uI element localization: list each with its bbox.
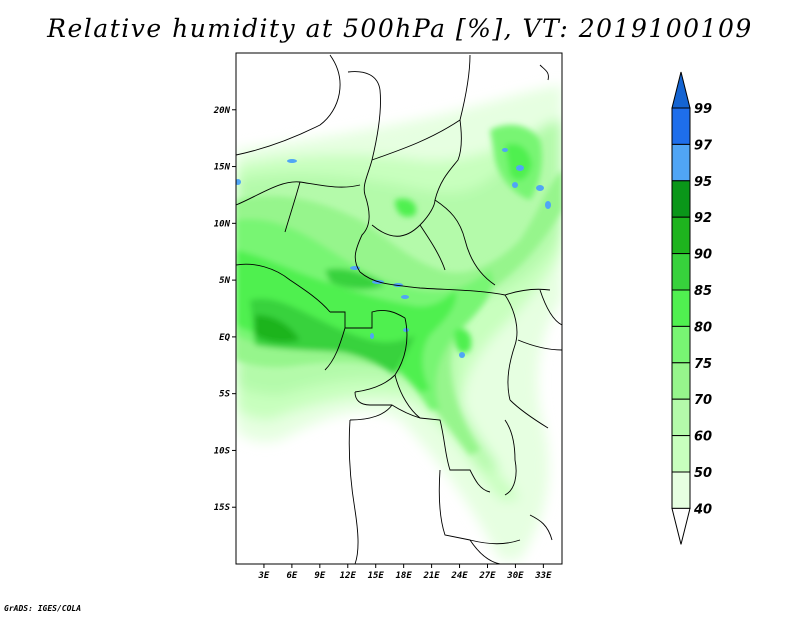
lon-tick-label: 12E [340,571,357,581]
lon-tick-label: 15E [368,571,385,581]
colorbar-swatch [671,325,691,364]
colorbar-label: 50 [694,466,712,481]
humidity-field [236,53,562,564]
lon-tick-label: 9E [314,571,325,581]
colorbar-label: 80 [694,320,712,335]
colorbar-swatch [671,216,691,255]
colorbar-swatch [671,362,691,400]
colorbar-swatch [671,471,691,509]
lat-tick-label: 10S [214,446,231,456]
lat-tick-label: 20N [213,106,231,116]
colorbar-swatch [671,289,691,327]
lon-tick-label: 21E [422,571,440,581]
colorbar-swatch [671,180,691,218]
lon-tick-label: 3E [258,571,270,581]
colorbar-label: 70 [694,393,712,408]
lat-tick-label: 15N [214,163,231,173]
lon-tick-label: 27E [478,571,496,581]
colorbar-swatch [671,107,691,145]
colorbar-top-arrow [671,71,691,109]
lon-tick-label: 6E [286,571,297,581]
colorbar-label: 75 [694,357,712,372]
colorbar-label: 85 [694,284,712,299]
colorbar-label: 92 [694,211,712,226]
latitude-axis: 20N 15N 10N 5N EQ 5S 10S 15S [213,106,236,513]
grads-credit: GrADS: IGES/COLA [4,604,82,613]
lat-tick-label: 5S [219,390,230,400]
colorbar-swatch [671,143,691,182]
lon-tick-label: 18E [396,571,413,581]
colorbar-label: 99 [694,102,712,117]
colorbar-label: 60 [694,430,712,445]
colorbar-label: 97 [694,138,713,153]
colorbar-swatch [671,435,691,473]
colorbar-swatch [671,253,691,291]
lon-tick-label: 33E [534,571,552,581]
lat-tick-label: 10N [214,219,231,229]
map-frame [235,52,563,565]
colorbar-label: 40 [693,502,712,517]
colorbar-swatch [671,398,691,437]
country-borders [236,54,562,564]
colorbar: 99 97 95 92 90 85 80 75 70 60 50 40 [671,71,713,545]
colorbar-label: 90 [694,248,712,263]
colorbar-bottom-arrow [671,507,691,545]
lon-tick-label: 30E [506,571,524,581]
lat-tick-label: 5N [219,276,230,286]
colorbar-label: 95 [694,175,712,190]
lat-tick-label: 15S [214,503,231,513]
longitude-axis: 3E 6E 9E 12E 15E 18E 21E 24E 27E 30E 33E [258,564,552,581]
lon-tick-label: 24E [450,571,468,581]
lat-tick-label: EQ [219,333,230,343]
map-title: Relative humidity at 500hPa [%], VT: 201… [47,14,753,43]
